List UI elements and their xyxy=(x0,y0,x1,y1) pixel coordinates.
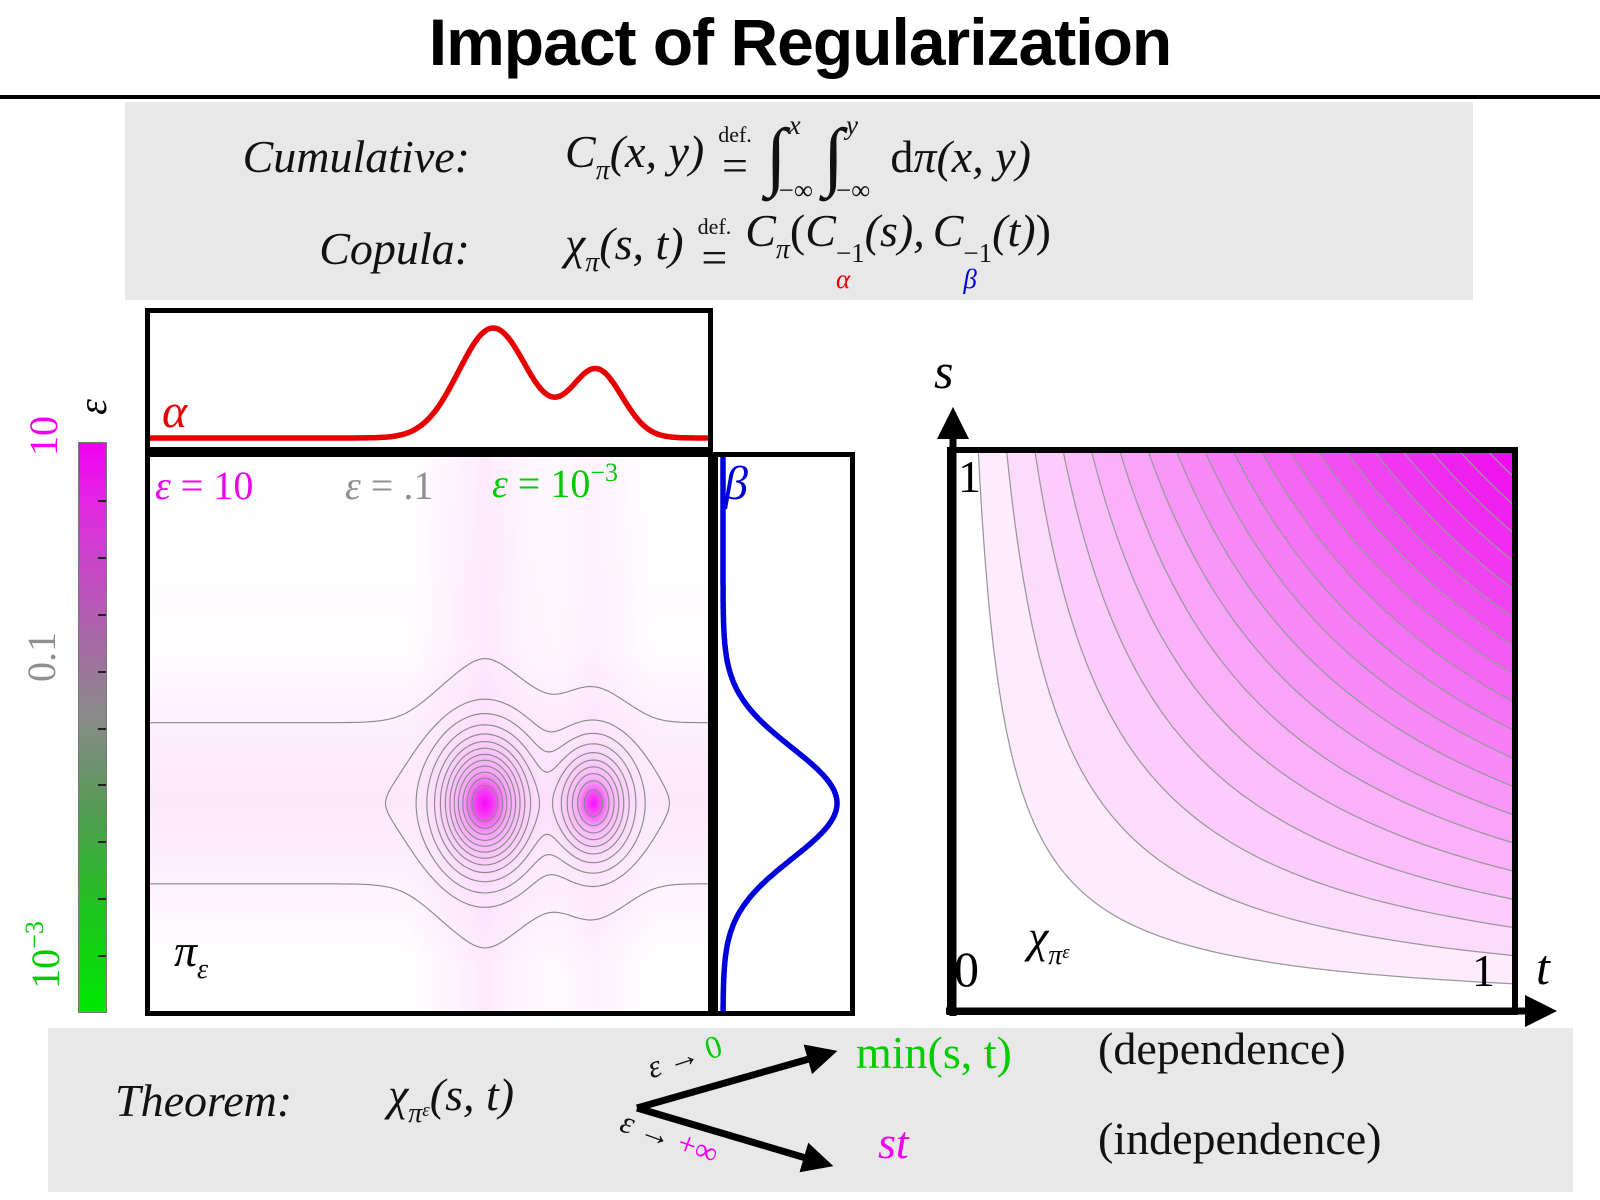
copula-contour-level xyxy=(1458,450,1515,507)
limit-st: st xyxy=(878,1117,909,1168)
independence-note: (independence) xyxy=(1098,1113,1382,1164)
joint-contour-level xyxy=(439,741,625,866)
colorbar-tick-0.1: 0.1 xyxy=(19,632,64,682)
definitions-box: Cumulative: Cπ(x, y) def. = ∫ x −∞ ∫ y −∞ dπ(… xyxy=(125,102,1473,300)
joint-contour-level xyxy=(466,777,504,829)
joint-contour-level xyxy=(462,771,508,835)
copula-contour-level xyxy=(1090,450,1515,873)
colorbar-minor-tick xyxy=(98,670,106,673)
copula-contour-level xyxy=(1344,450,1515,620)
alpha-curve-chart xyxy=(148,325,710,441)
copula-contour-level xyxy=(1062,450,1515,901)
beta-curve-chart xyxy=(720,455,840,1013)
copula-contour-level xyxy=(1429,450,1515,535)
cumulative-lhs: Cπ(x, y) xyxy=(565,126,705,186)
copula-label: Copula: xyxy=(319,222,470,274)
defeq: def. = xyxy=(718,122,752,192)
copula-chart xyxy=(936,406,1558,1028)
copula-contour-lines xyxy=(977,450,1515,985)
arrow-eps-to-infinity xyxy=(636,1104,834,1173)
copula-contour-level xyxy=(1260,450,1515,704)
cumulative-row: Cumulative: Cπ(x, y) def. = ∫ x −∞ ∫ y −∞ dπ(… xyxy=(125,108,1473,205)
joint-contour-level xyxy=(449,753,615,853)
copula-contour-level xyxy=(1118,450,1515,844)
t-tick-1: 1 xyxy=(1472,945,1495,996)
colorbar-tick-10: 10 xyxy=(21,416,66,456)
copula-chi-label: χπε xyxy=(1028,911,1070,971)
cumulative-label: Cumulative: xyxy=(242,130,470,182)
joint-contour-level xyxy=(433,733,630,874)
copula-fill-regions xyxy=(950,450,1515,1012)
alpha-label: α xyxy=(162,385,188,438)
copula-contour-level xyxy=(1175,450,1515,788)
title-underline xyxy=(0,95,1600,99)
colorbar-minor-tick xyxy=(98,556,106,559)
s-tick-1: 1 xyxy=(958,451,981,502)
joint-contour-level xyxy=(415,713,646,894)
cumulative-formula: Cπ(x, y) def. = ∫ x −∞ ∫ y −∞ dπ(x, y) xyxy=(565,110,1031,205)
t-axis-label: t xyxy=(1536,939,1550,995)
copula-contour-level xyxy=(977,450,1515,985)
integral-x: ∫ x −∞ xyxy=(765,110,814,205)
cumulative-integrand: dπ(x, y) xyxy=(890,130,1031,182)
epsilon-0.1-label: ε = .1 xyxy=(345,463,434,508)
epsilon-10-label: ε = 10 xyxy=(155,463,254,508)
defeq: def. = xyxy=(697,214,732,284)
copula-contour-level xyxy=(1486,450,1515,479)
colorbar-minor-tick xyxy=(98,898,106,901)
integral-y: ∫ y −∞ xyxy=(823,110,871,205)
joint-density-panel xyxy=(145,452,713,1016)
beta-density-curve xyxy=(720,455,840,1013)
alpha-marginal-panel xyxy=(145,308,713,452)
epsilon-colorbar xyxy=(78,442,107,1013)
alpha-density-curve xyxy=(148,325,710,441)
colorbar-minor-tick xyxy=(98,499,106,502)
copula-contour-level xyxy=(1231,450,1515,732)
colorbar-minor-tick xyxy=(98,841,106,844)
limit-min-st: min(s, t) xyxy=(856,1027,1012,1078)
copula-lhs: χπ(s, t) xyxy=(565,218,684,278)
copula-contour-level xyxy=(1147,450,1515,816)
theorem-lhs: χπε(s, t) xyxy=(388,1069,515,1129)
copula-contour-level xyxy=(1401,450,1515,563)
branching-arrows xyxy=(636,1044,838,1173)
pi-epsilon-label: πε xyxy=(174,925,209,985)
page-title: Impact of Regularization xyxy=(428,5,1172,79)
joint-contour-level xyxy=(150,658,708,949)
copula-formula: χπ(s, t) def. = Cπ(C −1 α (s), C −1 β (t)) xyxy=(565,204,1051,292)
colorbar-minor-tick xyxy=(98,727,106,730)
theorem-label: Theorem: xyxy=(115,1075,293,1126)
colorbar-tick-1e-3: 10−3 xyxy=(20,921,68,989)
joint-contour-level xyxy=(471,784,499,822)
joint-density-chart xyxy=(150,457,708,1011)
beta-marginal-panel xyxy=(713,452,855,1016)
arrow-eps-to-0 xyxy=(636,1044,838,1112)
joint-contour-level xyxy=(457,765,604,841)
copula-contour-level xyxy=(1288,450,1515,676)
colorbar-title-epsilon: ε xyxy=(70,399,115,415)
copula-rhs: Cπ(C −1 α (s), C −1 β (t)) xyxy=(745,204,1051,294)
copula-row: Copula: χπ(s, t) def. = Cπ(C −1 α (s), C −1 β (t… xyxy=(125,200,1473,296)
colorbar-minor-tick xyxy=(98,784,106,787)
colorbar-minor-tick xyxy=(98,955,106,958)
copula-contour-level xyxy=(1005,450,1515,957)
copula-contour-level xyxy=(1203,450,1515,760)
copula-contour-level xyxy=(1316,450,1515,648)
origin-tick-0: 0 xyxy=(954,941,979,997)
joint-contour-level xyxy=(444,747,620,859)
joint-contour-level xyxy=(384,698,670,908)
dependence-note: (dependence) xyxy=(1098,1023,1346,1074)
epsilon-1e-3-label: ε = 10−3 xyxy=(492,458,618,506)
joint-contour-level xyxy=(426,724,637,883)
colorbar-minor-tick xyxy=(98,613,106,616)
joint-contour-level xyxy=(453,759,610,847)
beta-label: β xyxy=(724,457,748,510)
s-axis-label: s xyxy=(934,343,954,399)
copula-contour-level xyxy=(1373,450,1515,592)
copula-contour-level xyxy=(1034,450,1515,929)
